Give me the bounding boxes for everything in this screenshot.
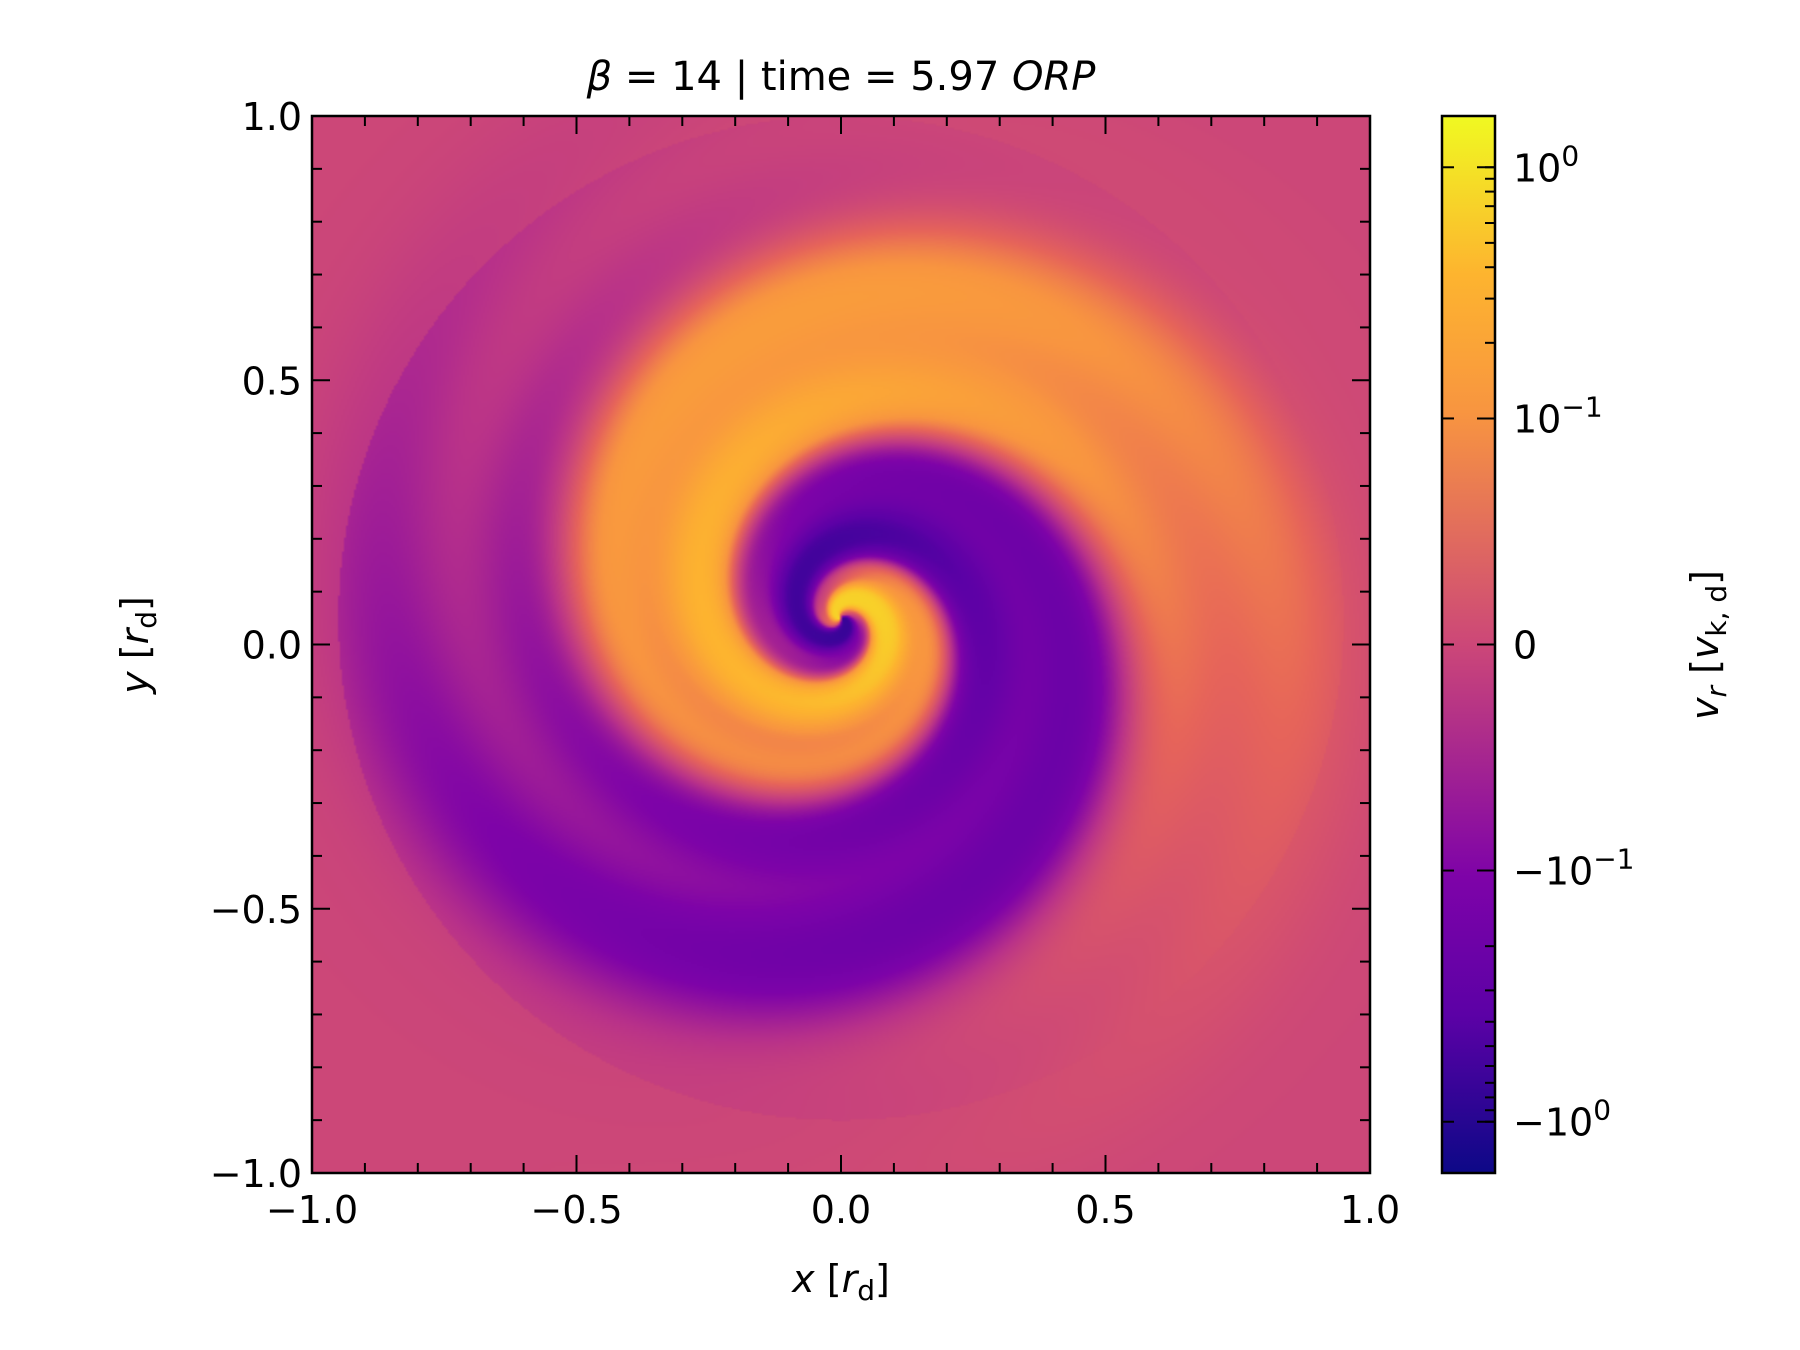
colorbar-tick-label: −100 — [1513, 1094, 1611, 1145]
x-tick-label: −1.0 — [266, 1188, 358, 1232]
y-tick-label: −1.0 — [210, 1152, 302, 1196]
colorbar-label: vr [vk, d] — [1683, 570, 1733, 720]
y-tick-label: 0.0 — [242, 624, 302, 668]
x-tick-label: 0.5 — [1075, 1188, 1135, 1232]
colorbar-ticks — [1442, 166, 1495, 1123]
x-tick-label: 1.0 — [1340, 1188, 1400, 1232]
axis-ticks — [311, 115, 1371, 1174]
x-tick-label: 0.0 — [811, 1188, 871, 1232]
colorbar-tick-label: −10−1 — [1513, 843, 1634, 894]
axis-tick-labels: −1.0 −0.5 0.0 0.5 1.0 −1.0 −0.5 0.0 0.5 1.0 — [210, 95, 1401, 1232]
colorbar-tick-label: 10−1 — [1513, 390, 1603, 441]
x-tick-label: −0.5 — [530, 1188, 622, 1232]
colorbar-tick-label: 100 — [1513, 139, 1579, 190]
y-axis-label: y [rd] — [113, 596, 163, 695]
chart-title: β = 14 | time = 5.97 ORP — [586, 54, 1097, 100]
colorbar-tick-label: 0 — [1513, 624, 1537, 668]
y-tick-label: 0.5 — [242, 359, 302, 403]
y-tick-label: 1.0 — [242, 95, 302, 139]
colorbar-tick-labels: 100 10−1 0 −10−1 −100 — [1513, 139, 1634, 1144]
x-axis-label: x [rd] — [791, 1257, 890, 1307]
y-tick-label: −0.5 — [210, 888, 302, 932]
heatmap-image — [312, 116, 1370, 1173]
